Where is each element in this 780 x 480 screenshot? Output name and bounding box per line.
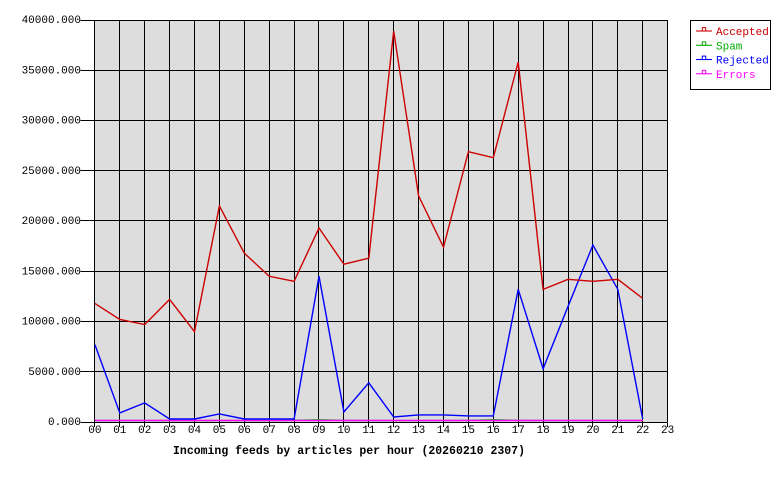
svg-text:02: 02 (138, 425, 151, 437)
svg-text:07: 07 (263, 425, 276, 437)
svg-text:13: 13 (412, 425, 425, 437)
svg-text:03: 03 (163, 425, 176, 437)
svg-text:00: 00 (88, 425, 101, 437)
svg-text:10: 10 (337, 425, 350, 437)
svg-text:14: 14 (437, 425, 451, 437)
svg-text:40000.000: 40000.000 (22, 15, 81, 27)
svg-text:5000.000: 5000.000 (28, 367, 81, 379)
svg-text:06: 06 (238, 425, 251, 437)
svg-text:12: 12 (387, 425, 400, 437)
svg-text:04: 04 (188, 425, 202, 437)
svg-text:Rejected: Rejected (716, 56, 769, 68)
svg-text:Incoming feeds by articles per: Incoming feeds by articles per hour (202… (173, 445, 525, 458)
svg-text:Errors: Errors (716, 70, 756, 82)
svg-text:10000.000: 10000.000 (22, 317, 81, 329)
svg-text:01: 01 (113, 425, 127, 437)
svg-text:08: 08 (287, 425, 300, 437)
svg-text:23: 23 (661, 425, 674, 437)
svg-text:09: 09 (312, 425, 325, 437)
svg-text:Spam: Spam (716, 41, 743, 53)
svg-text:11: 11 (362, 425, 376, 437)
svg-text:21: 21 (611, 425, 625, 437)
svg-text:0.000: 0.000 (48, 417, 81, 429)
svg-text:15000.000: 15000.000 (22, 266, 81, 278)
svg-text:25000.000: 25000.000 (22, 166, 81, 178)
svg-text:35000.000: 35000.000 (22, 65, 81, 77)
svg-text:05: 05 (213, 425, 226, 437)
svg-text:19: 19 (561, 425, 574, 437)
svg-text:20000.000: 20000.000 (22, 216, 81, 228)
svg-text:Accepted: Accepted (716, 27, 769, 39)
svg-text:30000.000: 30000.000 (22, 116, 81, 128)
svg-text:18: 18 (536, 425, 549, 437)
svg-text:22: 22 (636, 425, 649, 437)
svg-text:16: 16 (487, 425, 500, 437)
svg-text:15: 15 (462, 425, 475, 437)
svg-text:20: 20 (586, 425, 599, 437)
svg-text:17: 17 (512, 425, 525, 437)
